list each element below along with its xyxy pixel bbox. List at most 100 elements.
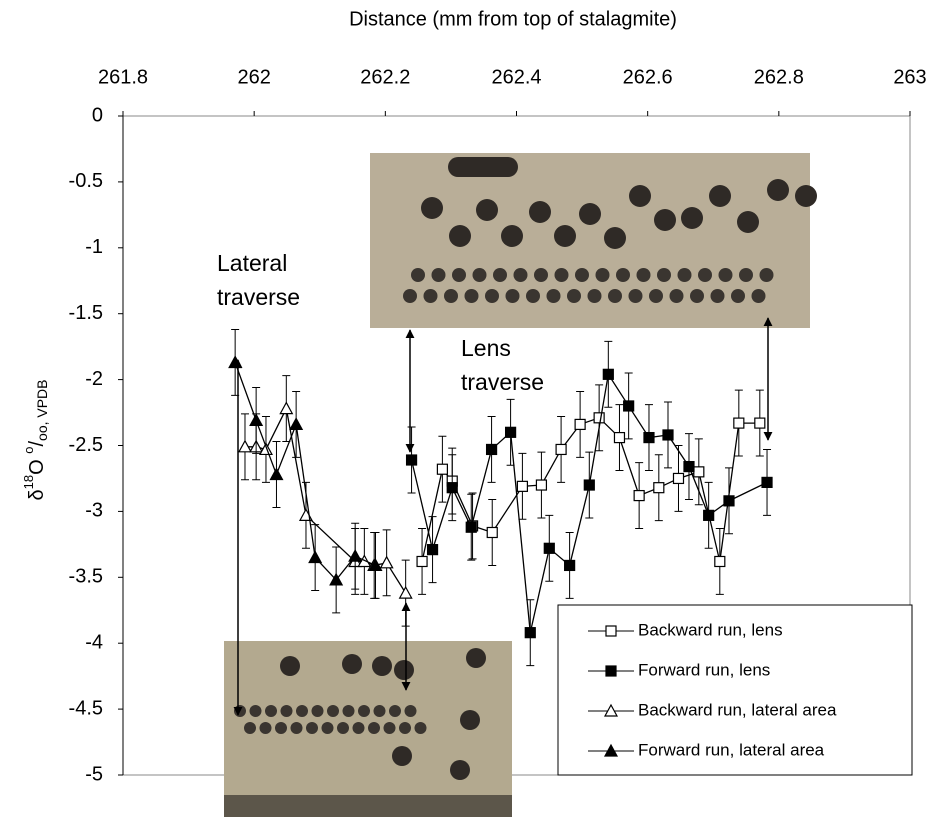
marker (672, 472, 685, 485)
photo-dot (265, 705, 277, 717)
photo-dot (296, 705, 308, 717)
photo-dot (636, 268, 651, 282)
photo-dot (649, 289, 663, 303)
photo-dot (342, 705, 355, 717)
marker (733, 417, 745, 429)
marker (237, 439, 252, 453)
photo-dot (392, 746, 412, 766)
photo-dot (759, 268, 774, 282)
photo-dot (383, 722, 396, 734)
x-tick-label: 262.6 (623, 66, 673, 88)
photo (224, 641, 512, 817)
photo-dot (450, 760, 470, 780)
annotation: traverse (461, 369, 544, 395)
marker (465, 521, 477, 533)
photo-dot (546, 289, 561, 303)
photo (370, 153, 810, 328)
marker (723, 495, 735, 507)
photo-dot (677, 268, 692, 282)
photo-dot (595, 268, 610, 282)
marker (633, 489, 645, 502)
photo-dot (389, 705, 401, 717)
photo-dot (505, 289, 520, 303)
marker (249, 413, 264, 427)
x-tick-label: 261.8 (98, 66, 148, 88)
x-tick-label: 263 (893, 66, 926, 88)
photo-dot (554, 268, 569, 282)
photo-dot (554, 225, 576, 247)
photo-dot (567, 289, 581, 303)
photo-dot (414, 722, 427, 734)
photo-dot (327, 705, 339, 717)
y-tick-label: -2.5 (69, 434, 103, 456)
photo-dot (718, 268, 733, 282)
photo-dot (534, 268, 548, 282)
marker (535, 479, 548, 491)
marker (693, 466, 705, 478)
marker (761, 476, 773, 489)
marker (485, 443, 498, 456)
marker (405, 454, 418, 466)
marker (416, 555, 428, 568)
photo-dot (337, 722, 349, 734)
photo-dot (275, 722, 287, 734)
marker (593, 412, 605, 424)
photo-dot (259, 722, 272, 734)
photo-dot (403, 289, 417, 303)
legend-label: Backward run, lens (638, 620, 783, 639)
photo-dot (464, 289, 479, 303)
marker (368, 558, 383, 572)
photo-dot (423, 289, 438, 303)
series (416, 384, 766, 595)
marker (613, 431, 626, 444)
y-tick-label: -4.5 (69, 697, 103, 719)
marker (524, 627, 536, 639)
marker (555, 443, 567, 456)
photo-dot (604, 227, 626, 249)
series-line (410, 372, 768, 633)
photo-dot (311, 705, 324, 717)
photo-dot (373, 705, 386, 717)
photo-dot (290, 722, 303, 734)
photo-dot (394, 660, 414, 680)
marker (754, 417, 766, 429)
marker (426, 544, 439, 556)
photo-dot (795, 185, 817, 207)
x-tick-label: 262 (237, 66, 270, 88)
photo-dot (529, 201, 551, 223)
photo-dot (431, 268, 446, 282)
photo-dot (280, 656, 300, 676)
photos (224, 153, 817, 817)
y-tick-label: -3 (85, 500, 103, 522)
marker (504, 426, 517, 438)
photo-dot (476, 199, 498, 221)
photo-dot (485, 289, 499, 303)
photo-dot (737, 211, 759, 233)
y-tick-label: -1.5 (69, 302, 103, 324)
marker (605, 625, 617, 637)
marker (714, 555, 726, 568)
photo-dot (280, 705, 293, 717)
y-axis-label: δ18O o/oo, VPDB (21, 379, 49, 500)
photo-dot (587, 289, 602, 303)
photo-dot (681, 207, 703, 229)
photo-dot (710, 289, 725, 303)
legend-label: Forward run, lens (638, 660, 770, 679)
photo-dot (767, 179, 789, 201)
marker (436, 463, 448, 475)
photo-dot (709, 185, 731, 207)
photo-dot (472, 268, 487, 282)
photo-dot (751, 289, 766, 303)
photo-dot (513, 268, 528, 282)
marker (653, 482, 665, 494)
marker (643, 431, 655, 444)
photo-dot (460, 710, 480, 730)
photo-dot (249, 705, 262, 717)
series-line (421, 417, 760, 562)
photo-dot (399, 722, 411, 734)
marker (574, 418, 586, 431)
marker (602, 368, 614, 380)
marker (279, 401, 294, 415)
series-line (244, 406, 407, 594)
annotation: Lens (461, 335, 511, 361)
